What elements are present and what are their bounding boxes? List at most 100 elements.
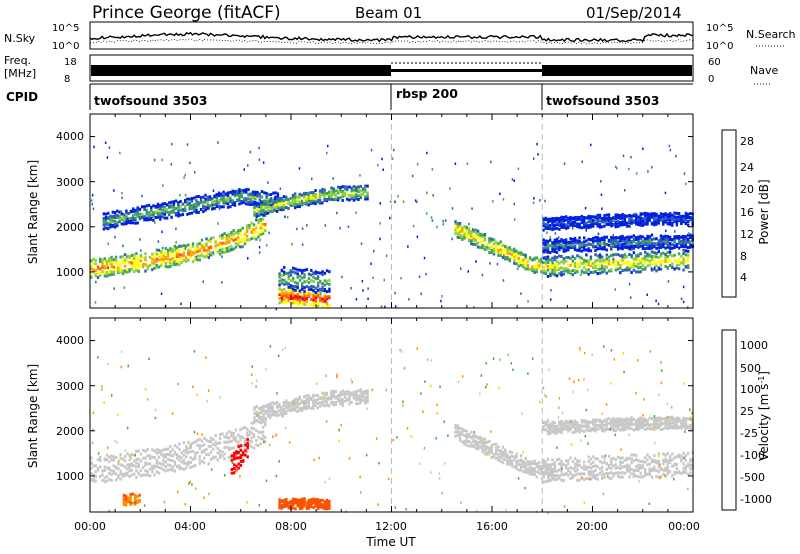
echo-cell-4 <box>610 418 613 422</box>
echo-cell-6 <box>623 261 627 265</box>
echo-cell-6 <box>673 258 676 262</box>
echo-cell-3 <box>576 464 579 468</box>
echo-cell-7 <box>635 244 638 248</box>
echo-cell-4 <box>657 423 660 426</box>
echo-cell-1 <box>147 214 151 218</box>
echo-cell-2 <box>269 209 272 213</box>
echo-cell-2 <box>323 193 326 197</box>
echo-cell-5 <box>501 243 505 247</box>
echo-cell-1 <box>193 207 196 211</box>
echo-cell-7 <box>687 237 690 241</box>
echo-cell-3 <box>321 300 324 304</box>
noise-cell <box>630 156 632 159</box>
nsky-tick-bottom-right: 10^0 <box>706 41 733 52</box>
echo-cell-6 <box>592 266 595 270</box>
noise-cell <box>161 158 163 162</box>
echo-cell-2 <box>298 200 301 204</box>
echo-cell-3 <box>573 466 577 470</box>
echo-cell-0 <box>101 263 104 267</box>
echo-cell-4 <box>614 418 617 422</box>
echo-cell-2 <box>501 457 505 461</box>
echo-cell-3 <box>287 292 290 296</box>
echo-cell-5 <box>454 228 457 232</box>
echo-cell-6 <box>583 258 586 262</box>
echo-cell-4 <box>680 419 683 423</box>
echo-cell-8 <box>664 212 667 216</box>
echo-cell-0 <box>259 232 262 236</box>
echo-cell-3 <box>589 457 593 461</box>
echo-cell-0 <box>148 457 152 461</box>
echo-cell-3 <box>325 305 329 308</box>
echo-cell-0 <box>99 271 102 275</box>
echo-cell-5 <box>328 500 331 503</box>
echo-cell-2 <box>364 188 367 192</box>
noise-cell <box>612 257 615 261</box>
echo-cell-3 <box>687 464 690 468</box>
echo-cell-0 <box>223 446 226 450</box>
echo-cell-7 <box>635 242 638 246</box>
echo-cell-4 <box>682 425 685 429</box>
echo-cell-8 <box>553 219 556 223</box>
echo-cell-4 <box>659 417 663 420</box>
echo-cell-5 <box>488 237 491 241</box>
echo-cell-1 <box>211 204 214 208</box>
echo-cell-8 <box>684 211 688 215</box>
echo-cell-8 <box>555 223 559 227</box>
echo-cell-2 <box>476 443 480 447</box>
echo-cell-1 <box>229 205 232 209</box>
echo-cell-5 <box>316 498 320 502</box>
echo-cell-4 <box>630 416 633 420</box>
echo-cell-0 <box>218 449 222 453</box>
echo-cell-4 <box>650 427 654 431</box>
echo-cell-8 <box>639 217 642 220</box>
echo-cell-0 <box>157 471 161 475</box>
echo-cell-0 <box>216 250 219 254</box>
noise-cell <box>304 505 307 508</box>
echo-cell-4 <box>632 428 636 432</box>
echo-cell-6 <box>648 253 651 257</box>
echo-cell-6 <box>580 262 584 265</box>
echo-cell-7 <box>555 237 559 241</box>
echo-cell-7 <box>564 249 568 253</box>
echo-cell-1 <box>325 401 329 405</box>
echo-cell-7 <box>607 238 611 242</box>
echo-cell-2 <box>476 447 480 451</box>
echo-cell-8 <box>542 224 545 228</box>
echo-cell-4 <box>592 422 595 426</box>
echo-cell-4 <box>287 275 290 279</box>
echo-cell-7 <box>580 249 584 253</box>
echo-cell-5 <box>463 225 466 228</box>
echo-cell-7 <box>641 239 645 243</box>
echo-cell-0 <box>187 251 190 255</box>
echo-cell-3 <box>301 295 304 299</box>
echo-cell-6 <box>585 259 588 263</box>
echo-cell-6 <box>233 467 236 471</box>
cpid-label: CPID <box>6 90 38 104</box>
echo-cell-2 <box>309 199 313 203</box>
echo-cell-0 <box>259 226 262 230</box>
echo-cell-6 <box>242 451 245 455</box>
echo-cell-1 <box>276 192 280 196</box>
echo-cell-0 <box>139 474 143 478</box>
echo-cell-2 <box>486 445 489 449</box>
echo-cell-0 <box>239 428 242 432</box>
echo-cell-0 <box>130 473 134 477</box>
echo-cell-8 <box>598 213 602 217</box>
echo-cell-0 <box>144 263 147 266</box>
echo-cell-0 <box>144 469 147 473</box>
noise-cell <box>107 266 109 269</box>
echo-cell-1 <box>174 199 178 203</box>
echo-cell-5 <box>458 236 462 239</box>
echo-cell-0 <box>243 236 247 240</box>
echo-cell-1 <box>206 195 209 199</box>
echo-cell-5 <box>483 247 487 251</box>
echo-cell-0 <box>121 474 125 478</box>
echo-cell-0 <box>123 465 127 469</box>
echo-cell-0 <box>94 470 97 474</box>
noise-cell <box>184 173 186 177</box>
echo-cell-5 <box>499 250 502 254</box>
noise-cell <box>655 299 657 303</box>
echo-cell-0 <box>230 231 233 234</box>
echo-cell-3 <box>323 292 327 296</box>
echo-cell-0 <box>133 265 136 269</box>
